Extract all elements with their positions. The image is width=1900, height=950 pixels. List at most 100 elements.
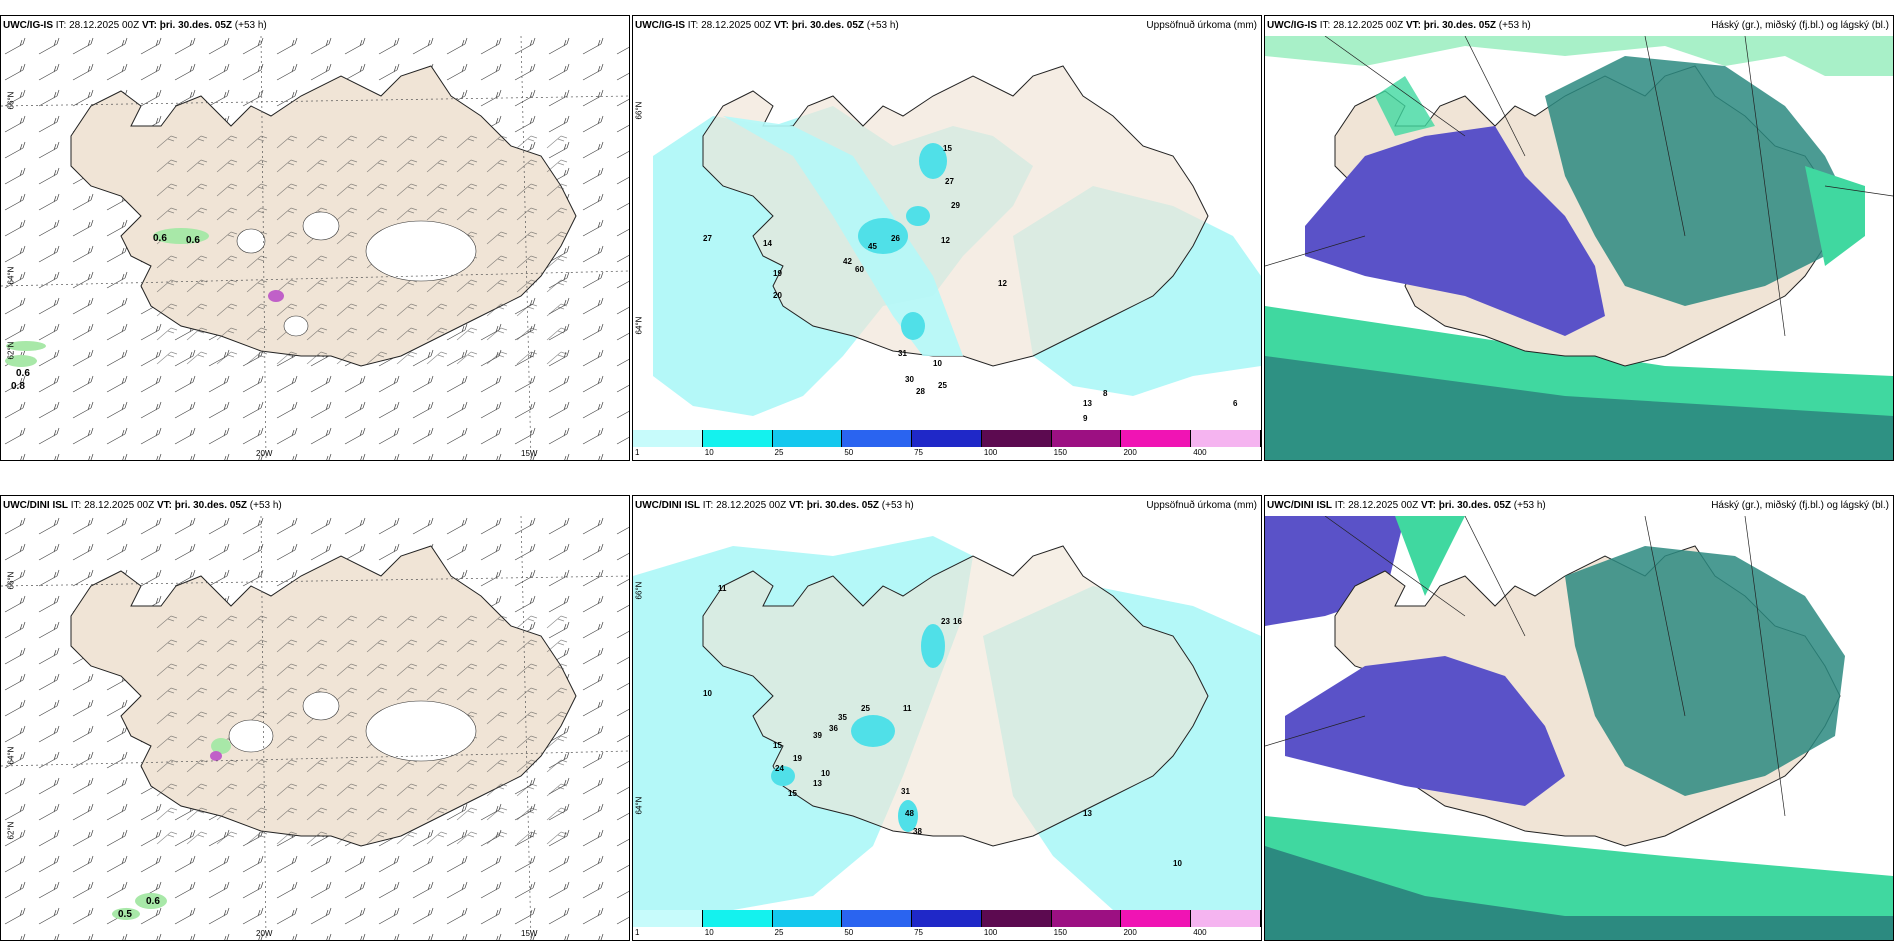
- svg-text:25: 25: [861, 704, 870, 713]
- lat-label: 64°N: [6, 746, 16, 765]
- svg-text:8: 8: [1103, 389, 1108, 398]
- wind-map: 0.6 0.6 0.6 0.8: [1, 36, 629, 460]
- colorbar-tick-label: 50: [844, 448, 854, 457]
- svg-text:13: 13: [813, 779, 822, 788]
- wind-map-panel-top: UWC/IG-IS IT: 28.12.2025 00Z VT: þri. 30…: [0, 15, 630, 461]
- lat-label: 62°N: [6, 821, 16, 840]
- lat-label: 66°N: [634, 101, 644, 120]
- lat-label: 64°N: [6, 266, 16, 285]
- colorbar-tick-label: 150: [1053, 448, 1068, 457]
- colorbar-segment: [702, 910, 773, 927]
- wind-value: 0.6: [153, 233, 167, 244]
- colorbar-tick-label: 200: [1123, 448, 1137, 457]
- colorbar-segment: [1191, 430, 1261, 447]
- colorbar-segment: [912, 910, 982, 927]
- lon-label: 15W: [521, 929, 538, 938]
- svg-text:15: 15: [943, 144, 952, 153]
- svg-text:16: 16: [953, 617, 962, 626]
- colorbar-tick-label: 75: [914, 928, 924, 937]
- svg-text:42: 42: [843, 257, 852, 266]
- colorbar-tick-label: 50: [844, 928, 854, 937]
- colorbar-tick-label: 10: [704, 928, 714, 937]
- cloud-map: [1265, 516, 1893, 940]
- svg-text:19: 19: [793, 754, 802, 763]
- lon-label: 20W: [256, 449, 273, 458]
- precip-map-panel-bottom: UWC/DINI ISL IT: 28.12.2025 00Z VT: þri.…: [632, 495, 1262, 941]
- colorbar-segment: [772, 430, 843, 447]
- svg-text:15: 15: [773, 741, 782, 750]
- svg-text:29: 29: [951, 201, 960, 210]
- wind-map: 0.6 0.5: [1, 516, 629, 940]
- colorbar-tick-label: 100: [983, 448, 998, 457]
- colorbar-segment: [981, 910, 1052, 927]
- colorbar-segment: [1121, 910, 1192, 927]
- colorbar-segment: [981, 430, 1052, 447]
- colorbar-tick-label: 400: [1193, 448, 1207, 457]
- svg-text:27: 27: [945, 177, 954, 186]
- colorbar-tick-label: 150: [1053, 928, 1068, 937]
- precip-title: Uppsöfnuð úrkoma (mm): [1146, 16, 1257, 36]
- svg-text:13: 13: [1083, 809, 1092, 818]
- lat-label: 66°N: [6, 571, 16, 590]
- colorbar-tick-label: 10: [704, 448, 714, 457]
- colorbar-segment: [633, 430, 703, 447]
- svg-text:10: 10: [933, 359, 942, 368]
- colorbar-tick-label: 1: [635, 448, 640, 457]
- wind-value: 0.6: [186, 235, 200, 246]
- svg-text:11: 11: [718, 584, 727, 593]
- cloud-map-panel-top: UWC/IG-IS IT: 28.12.2025 00Z VT: þri. 30…: [1264, 15, 1894, 461]
- svg-text:31: 31: [898, 349, 907, 358]
- colorbar-segment: [633, 910, 703, 927]
- svg-text:13: 13: [1083, 399, 1092, 408]
- svg-text:9: 9: [1083, 414, 1088, 423]
- wind-map-panel-bottom: UWC/DINI ISL IT: 28.12.2025 00Z VT: þri.…: [0, 495, 630, 941]
- precip-title: Uppsöfnuð úrkoma (mm): [1146, 496, 1257, 516]
- svg-text:20: 20: [773, 291, 782, 300]
- svg-text:14: 14: [763, 239, 772, 248]
- panel-title: UWC/IG-IS IT: 28.12.2025 00Z VT: þri. 30…: [633, 16, 1261, 36]
- panel-title: UWC/IG-IS IT: 28.12.2025 00Z VT: þri. 30…: [1, 16, 629, 36]
- svg-text:45: 45: [868, 242, 877, 251]
- svg-text:26: 26: [891, 234, 900, 243]
- svg-text:30: 30: [905, 375, 914, 384]
- lon-label: 20W: [256, 929, 273, 938]
- colorbar-segment: [1051, 910, 1122, 927]
- colorbar-segment: [1121, 430, 1192, 447]
- colorbar-segment: [842, 910, 913, 927]
- svg-text:12: 12: [998, 279, 1007, 288]
- svg-text:28: 28: [916, 387, 925, 396]
- svg-text:39: 39: [813, 731, 822, 740]
- svg-text:38: 38: [913, 827, 922, 836]
- svg-text:48: 48: [905, 809, 914, 818]
- wind-value: 0.8: [11, 381, 25, 392]
- colorbar-tick-label: 25: [774, 448, 784, 457]
- precip-colorbar: 1 10 25 50 75 100 150 200 400: [633, 910, 1261, 940]
- colorbar-segment: [772, 910, 843, 927]
- colorbar-segment: [1191, 910, 1261, 927]
- svg-text:60: 60: [855, 265, 864, 274]
- lat-label: 64°N: [634, 316, 644, 335]
- colorbar-segment: [842, 430, 913, 447]
- wind-value: 0.6: [16, 368, 30, 379]
- svg-text:11: 11: [903, 704, 912, 713]
- lon-label: 15W: [521, 449, 538, 458]
- svg-text:23: 23: [941, 617, 950, 626]
- svg-text:12: 12: [941, 236, 950, 245]
- wind-value: 0.6: [146, 896, 160, 907]
- svg-text:10: 10: [821, 769, 830, 778]
- colorbar-segment: [1051, 430, 1122, 447]
- colorbar-tick-label: 25: [774, 928, 784, 937]
- colorbar-segment: [702, 430, 773, 447]
- cloud-map: [1265, 36, 1893, 460]
- svg-text:6: 6: [1233, 399, 1238, 408]
- wind-map-svg: 0.6 0.6 0.6 0.8: [1, 36, 629, 460]
- panel-title: UWC/DINI ISL IT: 28.12.2025 00Z VT: þri.…: [1, 496, 629, 516]
- colorbar-tick-label: 400: [1193, 928, 1207, 937]
- colorbar-tick-label: 1: [635, 928, 640, 937]
- svg-text:27: 27: [703, 234, 712, 243]
- precip-map: 11 10 15 24 19 39 36 35 25 11 16 23 31 4…: [633, 516, 1261, 910]
- wind-value: 0.5: [118, 909, 132, 920]
- svg-text:15: 15: [788, 789, 797, 798]
- lat-label: 64°N: [634, 796, 644, 815]
- colorbar-tick-label: 75: [914, 448, 924, 457]
